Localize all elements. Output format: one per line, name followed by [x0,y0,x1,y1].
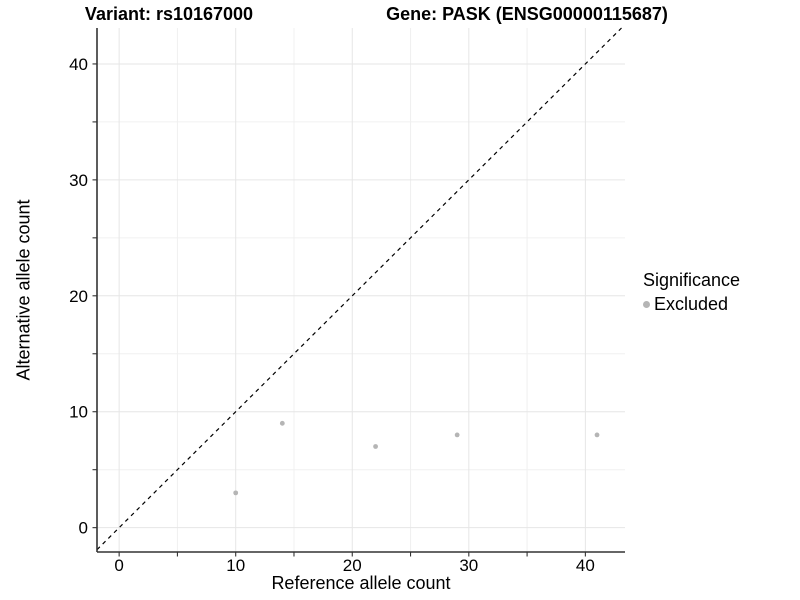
data-point [454,432,460,438]
legend: Significance Excluded [643,270,740,315]
legend-item-excluded: Excluded [643,294,740,315]
y-tick-label: 30 [69,171,88,190]
gene-title: Gene: PASK (ENSG00000115687) [386,4,668,24]
excluded-marker-icon [643,301,650,308]
x-tick-label: 30 [459,556,478,575]
x-tick-label: 0 [114,556,123,575]
x-tick-label: 40 [576,556,595,575]
data-point [594,432,600,438]
identity-line [96,27,622,551]
y-tick-label: 40 [69,55,88,74]
legend-title: Significance [643,270,741,290]
variant-title: Variant: rs10167000 [84,4,254,24]
data-point [373,444,378,449]
y-tick-label: 0 [79,519,88,538]
x-axis-title: Reference allele count [271,573,451,593]
x-tick-label: 10 [226,556,245,575]
data-point [279,420,285,426]
x-tick-label: 20 [343,556,362,575]
legend-item-label: Excluded [654,294,729,314]
y-tick-label: 10 [69,403,88,422]
data-point [233,490,239,496]
y-tick-label: 20 [69,287,88,306]
